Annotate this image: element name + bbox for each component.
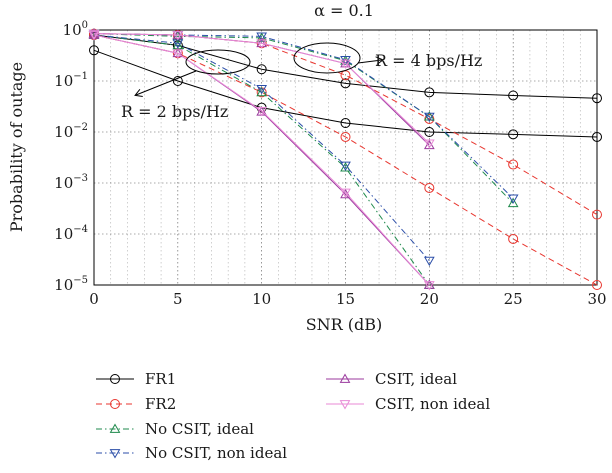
legend-label: FR1: [145, 370, 176, 388]
legend-swatch-marker: [109, 423, 121, 433]
y-tick-label: 10−4: [54, 224, 88, 243]
y-tick-label: 10−5: [54, 275, 88, 294]
series-csit-non-ideal-r4: [88, 29, 435, 149]
data-point: [423, 279, 435, 289]
annotation-ellipse-r2: [185, 49, 251, 75]
legend: FR1 FR2 No CSIT, ideal No CSIT, non ideal CS…: [96, 370, 490, 462]
data-point: [340, 78, 351, 89]
data-point: [424, 87, 435, 98]
data-point: [423, 112, 435, 123]
data-point: [256, 32, 268, 42]
data-point: [89, 45, 99, 56]
data-point: [88, 31, 100, 41]
legend-label: CSIT, non ideal: [375, 395, 490, 413]
data-point: [508, 90, 519, 101]
x-axis-label: SNR (dB): [306, 315, 383, 334]
x-tick-label: 20: [420, 290, 439, 308]
series-line: [93, 34, 430, 286]
legend-item: FR1: [96, 370, 176, 388]
x-tick-label: 25: [504, 290, 523, 308]
data-point: [172, 49, 184, 59]
data-point: [256, 85, 268, 95]
legend-swatch-marker: [110, 399, 120, 409]
legend-label: No CSIT, non ideal: [145, 444, 287, 462]
data-point: [88, 28, 100, 38]
data-point: [592, 131, 602, 142]
series-line: [93, 34, 430, 261]
data-point: [423, 281, 435, 291]
data-point: [592, 280, 602, 290]
data-point: [424, 127, 435, 137]
data-point: [88, 29, 100, 40]
x-tick-label: 15: [336, 290, 355, 308]
legend-swatch-marker: [109, 449, 121, 459]
legend-item: CSIT, ideal: [326, 370, 457, 388]
data-point: [256, 86, 268, 97]
annotation-layer: R = 4 bps/Hz R = 2 bps/Hz: [121, 42, 482, 121]
x-tick-label: 0: [89, 290, 99, 308]
data-point: [172, 31, 184, 41]
legend-swatch-marker: [339, 400, 351, 410]
x-tick-label: 10: [252, 290, 271, 308]
series-csit-non-ideal-r2: [88, 31, 435, 291]
data-point: [340, 118, 351, 129]
data-point: [340, 161, 351, 172]
data-point: [424, 182, 435, 193]
series-line: [93, 33, 514, 204]
legend-swatch-marker: [339, 373, 351, 383]
legend-item: CSIT, non ideal: [326, 395, 490, 413]
legend-item: No CSIT, non ideal: [96, 444, 287, 462]
annotation-arrow-r4: [357, 60, 382, 63]
annotation-r4: R = 4 bps/Hz: [375, 51, 482, 70]
data-point: [423, 256, 435, 267]
annotation-arrow-r2: [136, 70, 197, 95]
series-line: [93, 49, 598, 138]
data-point: [340, 188, 351, 199]
y-axis-label: Probability of outage: [7, 62, 26, 232]
data-point: [508, 129, 519, 140]
data-point: [423, 111, 435, 121]
series-line: [93, 34, 430, 286]
data-point: [172, 76, 183, 86]
data-point: [507, 194, 519, 204]
y-tick-label: 10−3: [54, 173, 88, 192]
data-point: [424, 113, 435, 124]
y-tick-label: 10−1: [54, 71, 88, 90]
data-point: [592, 209, 602, 220]
data-point: [256, 106, 268, 117]
legend-label: CSIT, ideal: [375, 370, 457, 388]
annotation-r2: R = 2 bps/Hz: [121, 102, 228, 121]
y-tick-label: 10−2: [54, 122, 88, 141]
plot-frame: [93, 29, 598, 286]
data-point: [256, 39, 268, 49]
legend-swatch-marker: [110, 374, 120, 384]
legend-item: FR2: [96, 395, 176, 413]
chart-title: α = 0.1: [314, 1, 374, 20]
series-line: [93, 33, 430, 144]
data-point: [340, 59, 351, 70]
y-axis: 100 10−1 10−2 10−3 10−4 10−5: [54, 20, 88, 294]
data-point: [592, 93, 602, 104]
data-point: [340, 131, 351, 142]
x-axis: 0 5 10 15 20 25 30: [89, 290, 606, 308]
legend-label: No CSIT, ideal: [145, 420, 254, 438]
legend-label: FR2: [145, 395, 176, 413]
y-tick-label: 100: [63, 20, 88, 39]
data-point: [256, 64, 267, 75]
data-point: [172, 29, 184, 39]
annotation-ellipse-r4: [293, 42, 361, 74]
x-tick-label: 30: [587, 290, 606, 308]
data-point: [423, 139, 435, 149]
data-point: [508, 233, 519, 244]
legend-item: No CSIT, ideal: [96, 420, 254, 438]
data-point: [508, 159, 519, 170]
plot-area: [93, 29, 598, 286]
series-layer: [88, 28, 602, 291]
x-tick-label: 5: [173, 290, 183, 308]
data-point: [507, 197, 519, 208]
